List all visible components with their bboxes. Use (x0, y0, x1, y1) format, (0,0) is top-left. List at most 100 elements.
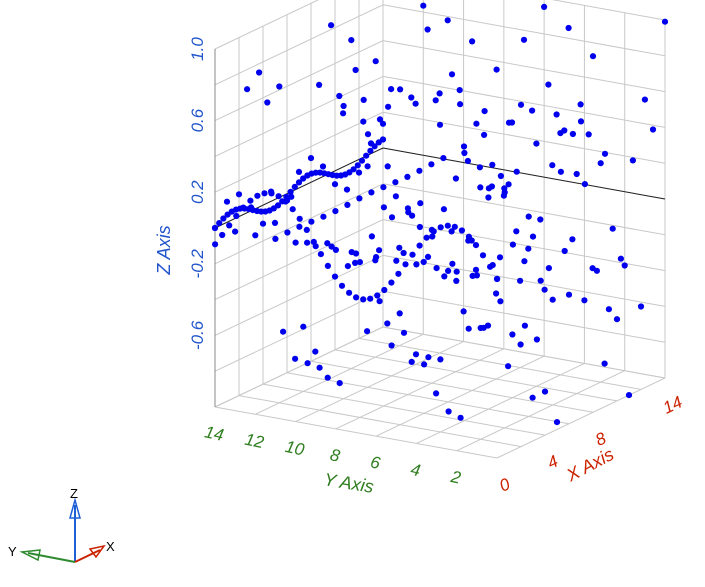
data-point (461, 149, 468, 157)
data-point (457, 101, 464, 108)
data-point (272, 235, 279, 242)
y-tick-label: 4 (409, 460, 422, 481)
z-tick-label: 0.6 (188, 108, 207, 132)
z-axis-label: Z Axis (154, 225, 174, 275)
data-point (397, 86, 404, 93)
data-point (449, 260, 456, 267)
x-tick-label: 0 (496, 474, 513, 495)
data-point (283, 193, 290, 200)
data-point (416, 242, 423, 249)
data-point (220, 215, 227, 222)
data-point (416, 167, 423, 174)
data-point (371, 143, 378, 150)
data-point (296, 223, 303, 230)
data-point (392, 193, 399, 200)
data-point (388, 279, 395, 286)
data-point (254, 192, 261, 199)
data-point (404, 173, 411, 180)
data-point (244, 86, 251, 93)
data-point (520, 36, 528, 43)
grid-line (214, 290, 384, 372)
data-point (332, 208, 339, 215)
data-point (412, 100, 419, 107)
data-point (295, 168, 303, 175)
data-point (348, 37, 355, 44)
data-point (381, 286, 388, 294)
data-point (328, 243, 335, 250)
data-point (428, 161, 435, 168)
grid-line (382, 326, 666, 379)
y-tick-label: 14 (203, 422, 225, 445)
data-point (280, 328, 287, 335)
y-tick-label: 8 (328, 445, 342, 466)
data-point (597, 160, 604, 167)
data-point (421, 361, 428, 368)
data-point (476, 164, 483, 171)
data-point (557, 168, 565, 175)
data-point (423, 234, 430, 241)
data-point (416, 223, 423, 231)
data-point (274, 202, 282, 209)
data-point (340, 102, 347, 110)
data-point (364, 163, 371, 170)
data-point (211, 224, 219, 232)
data-point (464, 157, 471, 165)
data-point (360, 118, 367, 125)
data-point (356, 259, 363, 266)
data-point (235, 191, 243, 198)
data-point (304, 360, 311, 367)
data-point (496, 254, 504, 261)
data-point (252, 232, 259, 239)
y-tick-label: 6 (369, 452, 383, 473)
data-point (521, 322, 529, 329)
data-point (601, 360, 608, 367)
grid-line (334, 349, 618, 402)
data-point (400, 249, 407, 257)
data-point (367, 295, 374, 302)
grid-layer (214, 0, 666, 459)
data-point (275, 193, 282, 200)
data-point (513, 168, 520, 175)
data-point (541, 388, 549, 395)
data-point (424, 253, 432, 260)
data-point (356, 195, 363, 202)
data-point (332, 246, 339, 253)
data-point (402, 261, 409, 268)
data-point (529, 107, 536, 114)
data-point (291, 183, 298, 190)
data-point (553, 111, 560, 118)
data-point (352, 66, 359, 74)
grid-line (262, 383, 546, 436)
data-point (271, 219, 279, 226)
data-point (344, 263, 351, 270)
data-point (441, 273, 448, 280)
data-point (412, 351, 420, 358)
triad-x-arrow-head (88, 544, 106, 559)
data-point (324, 374, 331, 381)
triad-x-label: X (106, 539, 115, 554)
grid-line (214, 111, 384, 193)
data-point (385, 103, 392, 110)
grid-line (456, 370, 625, 452)
data-point (360, 96, 367, 103)
data-point (317, 251, 324, 258)
data-point (472, 266, 480, 273)
data-point (457, 414, 464, 421)
data-point (296, 215, 303, 222)
grid-line (214, 406, 498, 459)
z-tick-label: -0.2 (188, 249, 207, 279)
triad-y-arrow-head (19, 549, 41, 562)
data-point (316, 81, 323, 88)
data-point (295, 179, 303, 186)
data-point (537, 277, 544, 284)
data-point (303, 226, 310, 233)
grid-line (382, 183, 666, 236)
y-tick-label: 12 (243, 430, 266, 453)
data-point (465, 325, 472, 332)
y-axis-label: Y Axis (323, 469, 376, 497)
data-point (288, 193, 295, 200)
data-point (364, 131, 372, 138)
x-tick-label: 4 (544, 452, 561, 473)
data-point (488, 183, 495, 190)
data-point (621, 262, 628, 269)
